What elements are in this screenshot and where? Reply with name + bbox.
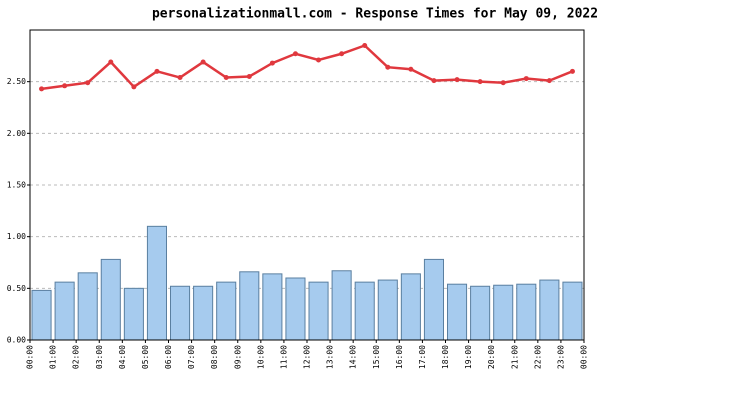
point — [85, 80, 91, 86]
y-tick-label: 2.00 — [7, 129, 26, 138]
x-tick-label: 20:00 — [487, 345, 496, 369]
y-tick-label: 0.00 — [7, 336, 26, 345]
bar — [400, 273, 421, 341]
x-tick-label: 05:00 — [141, 345, 150, 369]
point — [292, 51, 298, 57]
plot-frame — [29, 29, 585, 341]
bar — [239, 271, 260, 341]
point — [269, 60, 275, 66]
x-tick-label: 23:00 — [556, 345, 565, 369]
x-tick-label: 06:00 — [164, 345, 173, 369]
x-tick-label: 12:00 — [303, 345, 312, 369]
point — [339, 51, 345, 57]
point — [500, 80, 506, 86]
x-tick-label: 00:00 — [580, 345, 589, 369]
x-tick-label: 21:00 — [510, 345, 519, 369]
point — [316, 57, 322, 63]
point — [223, 75, 229, 81]
bar — [562, 281, 583, 341]
chart-title: personalizationmall.com - Response Times… — [152, 7, 598, 22]
line — [41, 44, 573, 91]
point — [385, 64, 391, 70]
point — [39, 86, 45, 92]
point — [546, 78, 552, 84]
x-tick-label: 18:00 — [441, 345, 450, 369]
bar — [331, 270, 352, 341]
point — [62, 83, 68, 89]
bar — [193, 285, 214, 341]
bar — [354, 281, 375, 341]
bar — [31, 289, 52, 341]
point — [454, 77, 460, 83]
bar — [100, 258, 121, 341]
x-tick-label: 11:00 — [279, 345, 288, 369]
bar — [285, 277, 306, 341]
x-tick-label: 09:00 — [233, 345, 242, 369]
bar — [146, 225, 168, 341]
bar — [54, 281, 75, 341]
point — [246, 74, 252, 79]
y-tick-label: 1.00 — [7, 232, 26, 241]
x-tick-label: 22:00 — [533, 345, 542, 369]
x-tick-label: 14:00 — [349, 345, 358, 369]
bar — [216, 281, 237, 341]
point — [408, 66, 414, 72]
point — [431, 78, 437, 84]
bar — [123, 287, 144, 341]
y-tick-label: 2.50 — [7, 77, 26, 86]
x-tick-label: 04:00 — [118, 345, 127, 369]
bar — [308, 281, 329, 341]
x-tick-label: 16:00 — [395, 345, 404, 369]
bar — [539, 279, 560, 341]
point — [569, 68, 575, 74]
bar — [77, 272, 98, 341]
x-tick-label: 10:00 — [256, 345, 265, 369]
bar — [493, 284, 514, 341]
x-tick-label: 00:00 — [26, 345, 35, 369]
x-tick-label: 07:00 — [187, 345, 196, 369]
point — [154, 68, 160, 74]
bar — [516, 283, 537, 341]
x-tick-label: 02:00 — [72, 345, 81, 369]
x-tick-label: 13:00 — [326, 345, 335, 369]
point — [362, 43, 368, 48]
x-tick-label: 15:00 — [372, 345, 381, 369]
x-tick-label: 19:00 — [464, 345, 473, 369]
bar — [170, 285, 191, 341]
y-tick-label: 0.50 — [7, 284, 26, 293]
point — [477, 79, 483, 85]
point — [200, 59, 206, 65]
point — [177, 75, 183, 81]
bar — [470, 285, 491, 341]
x-tick-label: 01:00 — [49, 345, 58, 369]
x-tick-label: 17:00 — [418, 345, 427, 369]
x-tick-label: 03:00 — [95, 345, 104, 369]
x-tick-label: 08:00 — [210, 345, 219, 369]
point — [131, 84, 137, 90]
bar — [447, 283, 468, 341]
point — [108, 59, 114, 65]
bar — [262, 273, 283, 341]
point — [523, 76, 529, 82]
bar — [423, 258, 444, 341]
y-tick-label: 1.50 — [7, 181, 26, 190]
bar — [377, 279, 398, 341]
